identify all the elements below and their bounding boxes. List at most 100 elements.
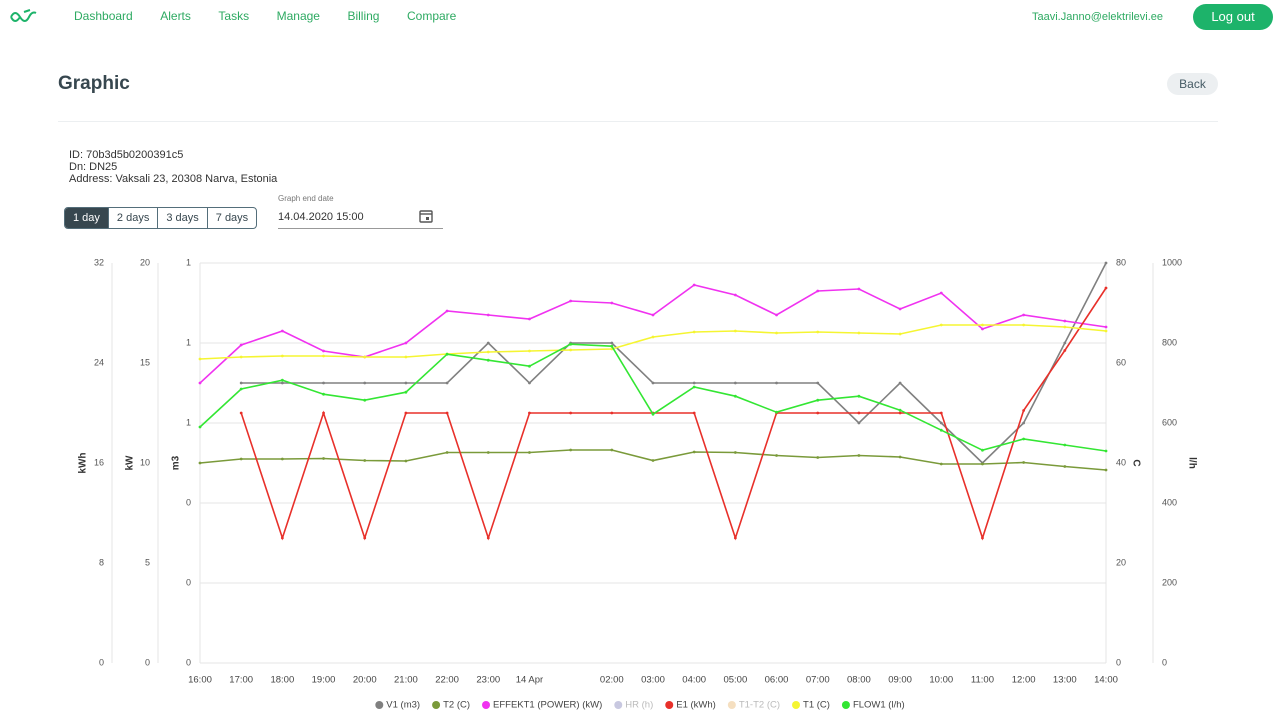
series-point [569,348,573,352]
series-point [569,342,573,346]
y-tick-label: 60 [1116,357,1126,367]
legend-swatch [665,701,674,709]
x-tick-label: 17:00 [229,675,253,686]
y-tick-label: 0 [186,657,191,667]
series-point [775,313,778,317]
calendar-icon[interactable] [419,209,433,223]
series-point [198,381,202,385]
series-point [528,364,531,368]
series-point [692,385,696,389]
series-point [651,313,655,317]
legend-label: V1 (m3) [386,700,420,711]
date-input[interactable]: 14.04.2020 15:00 [278,211,364,223]
series-point [363,355,367,359]
series-point [363,381,367,385]
y-tick-label: 600 [1162,417,1177,427]
x-tick-label: 23:00 [476,675,500,686]
info: ID: 70b3d5b0200391c5 Dn: DN25 Address: V… [69,149,277,185]
series-point [239,355,243,359]
series-point [322,349,325,353]
series-point [651,459,655,462]
legend-swatch [375,701,384,709]
series-point [239,457,243,461]
series-point [404,341,408,345]
series-point [1104,325,1108,329]
series-point [322,354,325,358]
series-point [939,411,943,415]
y-tick-label: 5 [145,557,150,567]
series-point [692,450,696,454]
legend: V1 (m3) T2 (C) EFFEKT1 (POWER) (kW) HR (h) E… [375,700,905,711]
back-button[interactable]: Back [1167,73,1218,95]
series-point [486,536,490,540]
series-point [1063,341,1067,345]
nav-link[interactable]: Dashboard [74,9,133,23]
x-tick-label: 09:00 [888,675,912,686]
range-button[interactable]: 3 days [157,208,206,228]
series-point [775,410,778,414]
series-point [939,462,943,466]
series-point [486,358,490,362]
x-tick-label: 19:00 [312,675,336,686]
legend-label: T1 (C) [803,700,830,711]
series-point [1063,349,1067,352]
series-point [569,448,573,452]
series-point [610,344,614,348]
series-point [898,455,902,459]
series-point [981,462,984,466]
series-point [280,378,284,382]
legend-swatch [727,701,736,709]
series-point [692,411,696,415]
logout-button[interactable]: Log out [1193,4,1273,30]
series-line [199,324,1107,360]
series-point [775,454,778,457]
series-point [404,381,408,385]
y-tick-label: 20 [1116,557,1126,567]
series-point [610,301,614,305]
nav-link[interactable]: Tasks [218,9,250,23]
series-point [363,536,367,540]
y-tick-label: 8 [99,557,104,567]
nav-link[interactable]: Alerts [160,9,191,23]
nav-link[interactable]: Billing [347,9,380,23]
y-tick-label: 0 [186,497,191,507]
series-point [404,459,408,463]
axis-title: C [1130,459,1141,466]
series-point [816,398,820,402]
nav-link[interactable]: Manage [276,9,320,23]
legend-swatch [614,701,623,709]
nav-link[interactable]: Compare [406,9,457,23]
series-point [1063,465,1067,468]
user-email[interactable]: Taavi.Janno@elektrilevi.ee [1032,11,1164,23]
series-point [486,350,490,354]
info-line: Address: Vaksali 23, 20308 Narva, Estoni… [69,173,278,185]
series-point [733,381,737,385]
logo[interactable] [8,8,38,26]
date-underline [278,228,443,229]
nav: Dashboard Alerts Tasks Manage Billing Co… [74,9,484,23]
y-tick-label: 0 [186,577,191,587]
legend-swatch [482,701,491,709]
series-point [486,451,490,454]
series-point [939,421,943,425]
x-tick-label: 14 Apr [516,675,543,686]
series-point [1022,313,1026,317]
series-point [280,329,284,333]
x-tick-label: 20:00 [353,675,377,686]
range-button[interactable]: 2 days [107,208,157,228]
series-line [240,287,1107,541]
series-point [857,287,861,291]
range-button[interactable]: 7 days [206,208,256,228]
series-point [939,428,943,432]
series-point [898,307,902,311]
series-point [1063,319,1067,323]
range-button[interactable]: 1 day [65,208,108,228]
series-point [198,461,202,465]
x-tick-label: 22:00 [435,675,459,686]
series-point [775,331,778,335]
series-point [692,381,696,385]
y-tick-label: 1 [186,417,191,427]
x-tick-label: 05:00 [723,675,747,686]
